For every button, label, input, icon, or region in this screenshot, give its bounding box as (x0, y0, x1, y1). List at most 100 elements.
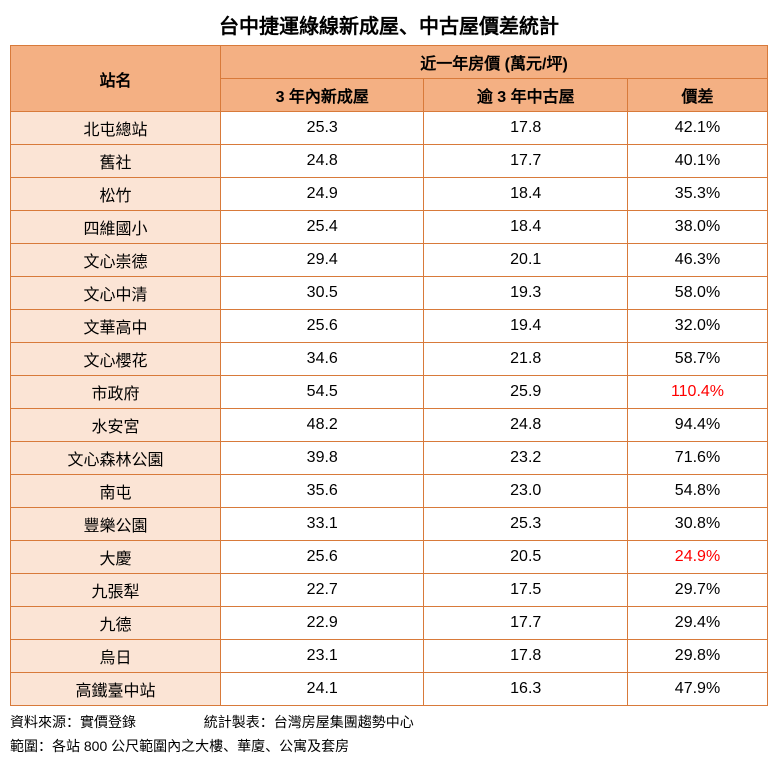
cell-new: 35.6 (221, 475, 424, 508)
cell-old: 18.4 (424, 211, 627, 244)
cell-diff: 42.1% (627, 112, 767, 145)
cell-station: 文心中清 (11, 277, 221, 310)
table-row: 文心森林公園39.823.271.6% (11, 442, 768, 475)
cell-station: 高鐵臺中站 (11, 673, 221, 706)
th-group: 近一年房價 (萬元/坪) (221, 46, 768, 79)
table-row: 豐樂公園33.125.330.8% (11, 508, 768, 541)
cell-station: 文華高中 (11, 310, 221, 343)
page-title: 台中捷運綠線新成屋、中古屋價差統計 (10, 10, 768, 39)
cell-diff: 94.4% (627, 409, 767, 442)
cell-new: 23.1 (221, 640, 424, 673)
cell-diff: 40.1% (627, 145, 767, 178)
footer-source: 資料來源：實價登錄 (10, 712, 136, 732)
footer-scope: 範圍：各站 800 公尺範圍內之大樓、華廈、公寓及套房 (10, 736, 768, 756)
cell-station: 大慶 (11, 541, 221, 574)
cell-station: 文心櫻花 (11, 343, 221, 376)
cell-new: 25.3 (221, 112, 424, 145)
cell-old: 20.1 (424, 244, 627, 277)
cell-old: 21.8 (424, 343, 627, 376)
cell-diff: 32.0% (627, 310, 767, 343)
table-row: 南屯35.623.054.8% (11, 475, 768, 508)
cell-old: 19.3 (424, 277, 627, 310)
cell-new: 54.5 (221, 376, 424, 409)
cell-station: 豐樂公園 (11, 508, 221, 541)
table-row: 文心中清30.519.358.0% (11, 277, 768, 310)
table-row: 舊社24.817.740.1% (11, 145, 768, 178)
cell-station: 九張犁 (11, 574, 221, 607)
cell-station: 烏日 (11, 640, 221, 673)
cell-old: 19.4 (424, 310, 627, 343)
cell-new: 24.8 (221, 145, 424, 178)
cell-diff: 58.0% (627, 277, 767, 310)
cell-old: 17.8 (424, 112, 627, 145)
table-row: 文心崇德29.420.146.3% (11, 244, 768, 277)
table-row: 九張犁22.717.529.7% (11, 574, 768, 607)
cell-old: 17.7 (424, 607, 627, 640)
cell-station: 北屯總站 (11, 112, 221, 145)
footer-maker: 統計製表：台灣房屋集團趨勢中心 (204, 712, 414, 732)
cell-old: 18.4 (424, 178, 627, 211)
cell-diff: 24.9% (627, 541, 767, 574)
table-row: 松竹24.918.435.3% (11, 178, 768, 211)
table-row: 水安宮48.224.894.4% (11, 409, 768, 442)
table-row: 四維國小25.418.438.0% (11, 211, 768, 244)
cell-new: 30.5 (221, 277, 424, 310)
cell-diff: 58.7% (627, 343, 767, 376)
cell-new: 33.1 (221, 508, 424, 541)
table-row: 大慶25.620.524.9% (11, 541, 768, 574)
cell-old: 23.2 (424, 442, 627, 475)
cell-new: 25.6 (221, 310, 424, 343)
cell-old: 24.8 (424, 409, 627, 442)
cell-diff: 46.3% (627, 244, 767, 277)
cell-new: 39.8 (221, 442, 424, 475)
th-new: 3 年內新成屋 (221, 79, 424, 112)
cell-new: 25.6 (221, 541, 424, 574)
cell-station: 水安宮 (11, 409, 221, 442)
cell-new: 22.9 (221, 607, 424, 640)
cell-new: 25.4 (221, 211, 424, 244)
table-row: 文華高中25.619.432.0% (11, 310, 768, 343)
cell-old: 20.5 (424, 541, 627, 574)
cell-diff: 71.6% (627, 442, 767, 475)
table-row: 高鐵臺中站24.116.347.9% (11, 673, 768, 706)
cell-station: 松竹 (11, 178, 221, 211)
cell-station: 文心森林公園 (11, 442, 221, 475)
cell-new: 48.2 (221, 409, 424, 442)
cell-station: 九德 (11, 607, 221, 640)
cell-new: 34.6 (221, 343, 424, 376)
cell-station: 四維國小 (11, 211, 221, 244)
cell-diff: 29.7% (627, 574, 767, 607)
table-row: 市政府54.525.9110.4% (11, 376, 768, 409)
price-table: 站名 近一年房價 (萬元/坪) 3 年內新成屋 逾 3 年中古屋 價差 北屯總站… (10, 45, 768, 706)
cell-diff: 35.3% (627, 178, 767, 211)
cell-diff: 29.8% (627, 640, 767, 673)
cell-diff: 47.9% (627, 673, 767, 706)
table-body: 北屯總站25.317.842.1%舊社24.817.740.1%松竹24.918… (11, 112, 768, 706)
th-diff: 價差 (627, 79, 767, 112)
cell-station: 舊社 (11, 145, 221, 178)
cell-old: 25.9 (424, 376, 627, 409)
cell-diff: 30.8% (627, 508, 767, 541)
cell-old: 17.8 (424, 640, 627, 673)
cell-old: 16.3 (424, 673, 627, 706)
cell-new: 24.1 (221, 673, 424, 706)
cell-diff: 54.8% (627, 475, 767, 508)
cell-new: 22.7 (221, 574, 424, 607)
th-old: 逾 3 年中古屋 (424, 79, 627, 112)
cell-old: 23.0 (424, 475, 627, 508)
cell-old: 17.5 (424, 574, 627, 607)
cell-old: 17.7 (424, 145, 627, 178)
table-row: 九德22.917.729.4% (11, 607, 768, 640)
cell-station: 南屯 (11, 475, 221, 508)
table-row: 文心櫻花34.621.858.7% (11, 343, 768, 376)
cell-diff: 29.4% (627, 607, 767, 640)
footer: 資料來源：實價登錄 統計製表：台灣房屋集團趨勢中心 範圍：各站 800 公尺範圍… (10, 712, 768, 756)
cell-station: 市政府 (11, 376, 221, 409)
cell-old: 25.3 (424, 508, 627, 541)
table-row: 北屯總站25.317.842.1% (11, 112, 768, 145)
cell-diff: 110.4% (627, 376, 767, 409)
cell-new: 29.4 (221, 244, 424, 277)
table-row: 烏日23.117.829.8% (11, 640, 768, 673)
th-station: 站名 (11, 46, 221, 112)
cell-station: 文心崇德 (11, 244, 221, 277)
